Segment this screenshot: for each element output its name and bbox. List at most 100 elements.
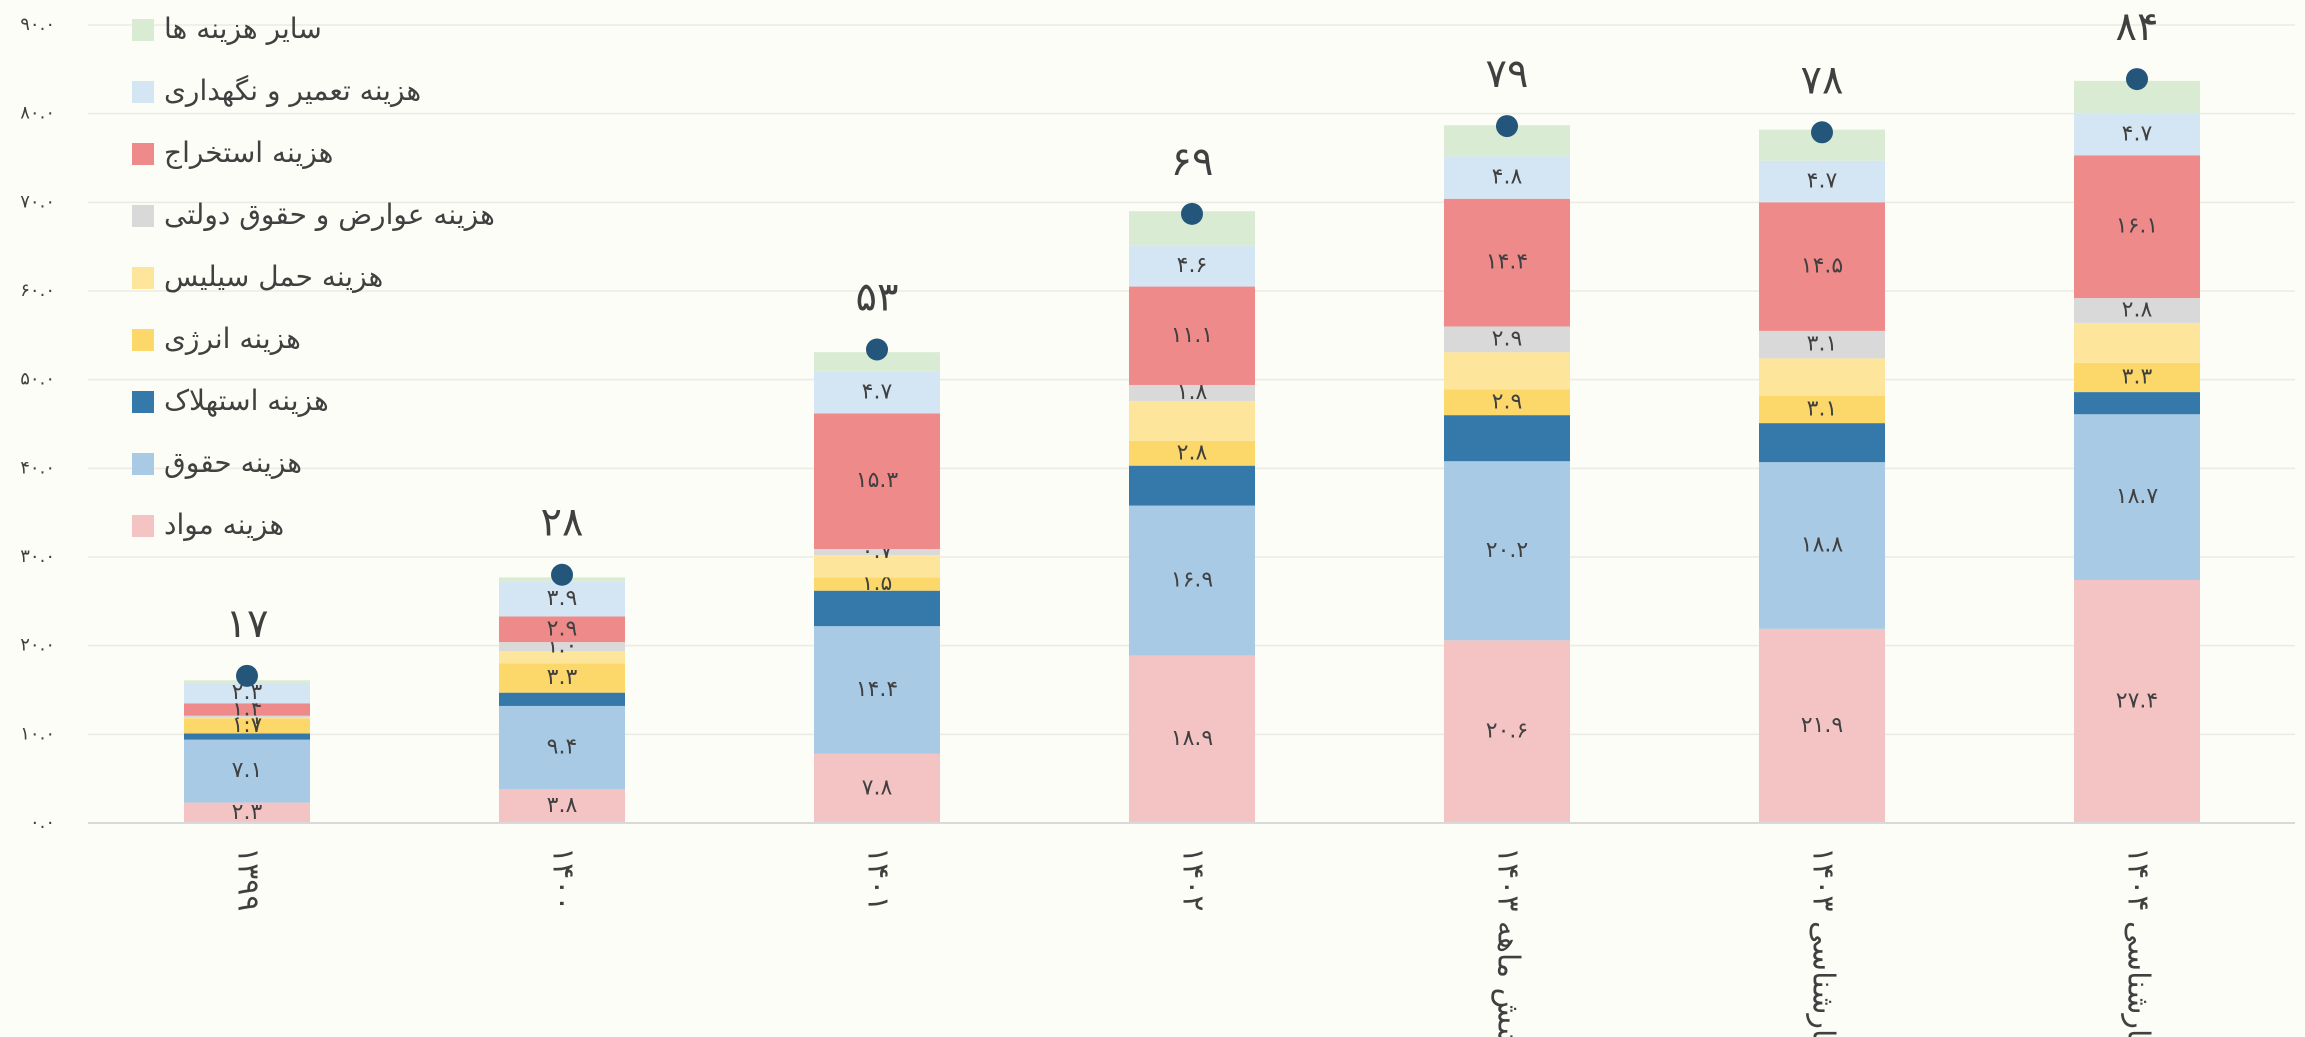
legend-label: هزینه حقوق	[164, 446, 302, 479]
legend-label: هزینه استهلاک	[164, 384, 329, 417]
legend-swatch	[132, 515, 154, 537]
bar-segment	[2074, 580, 2200, 823]
x-tick-label: کارشناسی ۱۴۰۴	[2121, 847, 2156, 1037]
bar-segment	[499, 616, 625, 643]
data-label: ۳.۳	[2122, 364, 2153, 389]
bar-segment	[1444, 326, 1570, 353]
bar-segment	[814, 413, 940, 550]
bar-segment	[499, 705, 625, 790]
y-tick-label: ۰.۰	[30, 812, 55, 833]
bar-segment	[814, 549, 940, 556]
data-label: ۴.۷	[862, 380, 893, 405]
total-marker	[866, 338, 888, 361]
bar-segment	[499, 650, 625, 664]
data-label: ۲.۹	[1492, 326, 1523, 351]
bar-segment	[1759, 423, 1885, 463]
y-tick-label: ۲۰.۰	[20, 635, 55, 656]
data-label: ۲.۸	[1177, 440, 1208, 465]
data-label: ۳.۱	[1807, 396, 1838, 421]
data-label: ۲.۹	[1492, 389, 1523, 414]
data-label: ۳.۸	[547, 793, 578, 818]
data-label: ۱۱.۱	[1171, 323, 1213, 348]
bar-segment	[184, 802, 310, 823]
bar-segment	[499, 692, 625, 706]
bar-segment	[184, 733, 310, 740]
bar-segment	[1759, 462, 1885, 629]
data-label: ۲۰.۶	[1486, 719, 1528, 744]
bar-segment	[1444, 389, 1570, 416]
bar-segment	[1444, 352, 1570, 390]
data-label: ۴.۶	[1177, 253, 1208, 278]
bar-segment	[1129, 440, 1255, 466]
bar-segment	[1129, 384, 1255, 401]
bar-segment	[814, 753, 940, 823]
bar-segment	[1759, 358, 1885, 396]
bar-segment	[2074, 392, 2200, 415]
y-tick-label: ۵۰.۰	[20, 369, 55, 390]
total-label: ۷۹	[1486, 51, 1529, 97]
data-label: ۱۴.۴	[1486, 250, 1528, 275]
legend-swatch	[132, 205, 154, 227]
x-tick-label: ۱۳۹۹	[231, 847, 266, 911]
bar-segment	[1129, 505, 1255, 656]
bar-segment	[499, 642, 625, 651]
y-tick-label: ۱۰.۰	[20, 723, 55, 744]
legend-swatch	[132, 391, 154, 413]
legend-label: هزینه استخراج	[164, 136, 333, 170]
total-label: ۶۹	[1171, 139, 1214, 185]
bar-segment	[184, 682, 310, 704]
data-label: ۱۶.۹	[1171, 567, 1213, 592]
y-tick-label: ۳۰.۰	[20, 546, 55, 567]
total-marker	[2126, 68, 2148, 91]
total-marker	[1811, 121, 1833, 144]
data-label: ۱۸.۷	[2116, 484, 2159, 509]
data-label: ۲۱.۹	[1801, 713, 1843, 738]
y-tick-label: ۶۰.۰	[20, 280, 55, 301]
bar-segment	[2074, 362, 2200, 393]
x-tick-label: ۱۴۰۱	[861, 847, 896, 911]
legend-swatch	[132, 329, 154, 351]
data-label: ۴.۷	[1807, 168, 1838, 193]
bar-segment	[2074, 113, 2200, 156]
legend-swatch	[132, 143, 154, 165]
bar-segment	[814, 371, 940, 414]
bar-segment	[1444, 640, 1570, 823]
bar-segment	[814, 626, 940, 754]
bar-segment	[184, 718, 310, 734]
bar-segment	[499, 663, 625, 693]
data-label: ۴.۷	[2122, 122, 2153, 147]
x-tick-label: ۱۴۰۰	[546, 847, 581, 911]
total-label: ۱۷	[226, 601, 269, 647]
bar-segment	[2074, 414, 2200, 581]
legend-label: هزینه تعمیر و نگهداری	[164, 74, 421, 107]
y-tick-label: ۷۰.۰	[20, 191, 55, 212]
legend-swatch	[132, 19, 154, 41]
total-label: ۵۳	[856, 275, 899, 321]
total-label: ۷۸	[1801, 57, 1844, 103]
total-label: ۸۴	[2116, 4, 2159, 50]
bar-segment	[1129, 245, 1255, 287]
data-label: ۲۰.۲	[1486, 538, 1528, 563]
legend-label: هزینه عوارض و حقوق دولتی	[164, 198, 495, 231]
data-label: ۳.۳	[547, 665, 578, 690]
bar-segment	[184, 703, 310, 716]
legend-label: هزینه حمل سیلیس	[164, 260, 383, 293]
data-label: ۱۴.۵	[1801, 254, 1843, 279]
data-label: ۷.۸	[862, 775, 893, 800]
bar-segment	[1129, 286, 1255, 385]
y-tick-label: ۴۰.۰	[20, 457, 55, 478]
data-label: ۱۸.۸	[1801, 532, 1844, 557]
data-label: ۳.۹	[547, 586, 578, 611]
bar-segment	[1129, 400, 1255, 441]
bar-segment	[1759, 628, 1885, 823]
bar-segment	[1444, 461, 1570, 641]
data-label: ۱۴.۴	[856, 677, 898, 702]
bar-segment	[499, 789, 625, 823]
data-label: ۲.۸	[2122, 298, 2153, 323]
bar-segment	[2074, 322, 2200, 363]
bar-segment	[814, 352, 940, 372]
legend-label: هزینه مواد	[164, 508, 284, 541]
total-label: ۲۸	[541, 500, 584, 546]
bar-segment	[1759, 395, 1885, 424]
bar-segment	[499, 581, 625, 617]
